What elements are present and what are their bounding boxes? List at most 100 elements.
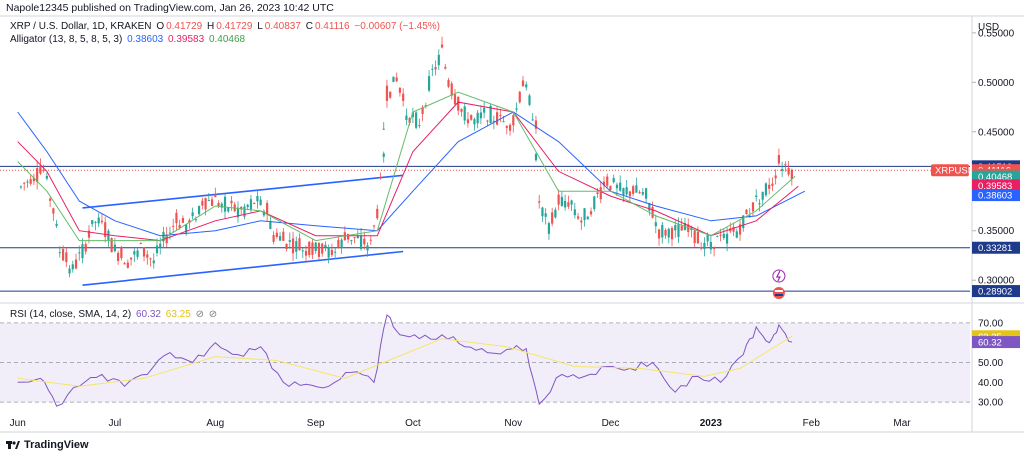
alligator-teeth-value: 0.39583 xyxy=(168,34,205,45)
candle-body xyxy=(418,124,421,126)
price-label: 0.39583 xyxy=(978,181,1012,192)
rsi-legend: RSI (14, close, SMA, 14, 2) 60.32 63.25 … xyxy=(10,309,219,320)
candle-body xyxy=(703,242,706,250)
candle-body xyxy=(622,188,625,195)
time-tick-label: Mar xyxy=(893,418,911,429)
rsi-value: 60.32 xyxy=(135,309,161,320)
eye-off-icon[interactable]: ⊘ xyxy=(195,309,204,320)
tradingview-logo: TradingView xyxy=(6,439,89,451)
candle-body xyxy=(91,220,94,225)
candle-body xyxy=(269,221,272,229)
candle-body xyxy=(350,240,353,242)
candle-body xyxy=(301,250,304,252)
time-tick-label: Aug xyxy=(206,418,224,429)
candle-body xyxy=(272,235,275,242)
candle-body xyxy=(745,209,748,215)
high-label: H xyxy=(207,21,215,32)
candle-body xyxy=(725,233,729,244)
price-label-bg xyxy=(972,285,1020,298)
candle-body xyxy=(181,217,185,223)
candle-body xyxy=(304,250,308,256)
us-flag-stripe xyxy=(774,290,783,292)
candle-body xyxy=(667,228,670,238)
time-tick-label: Feb xyxy=(803,418,821,429)
change-value: −0.00607 (−1.45%) xyxy=(354,21,441,32)
candle-body xyxy=(457,96,460,111)
candle-body xyxy=(570,200,573,205)
candle-body xyxy=(564,200,567,208)
candle-body xyxy=(36,168,39,182)
candle-body xyxy=(382,128,385,130)
rsi-label[interactable]: RSI (14, close, SMA, 14, 2) xyxy=(10,309,132,320)
rsi-line xyxy=(17,314,793,407)
candle-body xyxy=(722,233,725,238)
candle-body xyxy=(450,83,453,96)
candle-body xyxy=(298,238,301,251)
close-label: C xyxy=(305,21,313,32)
candle-body xyxy=(39,165,42,174)
rsi-tick-label: 50.00 xyxy=(978,358,1003,369)
candle-body xyxy=(411,112,414,118)
candle-body xyxy=(282,231,285,241)
rsi-value-label: 60.32 xyxy=(978,338,1002,349)
candle-body xyxy=(376,208,379,219)
candle-body xyxy=(366,245,369,251)
candle-body xyxy=(100,220,104,223)
candle-body xyxy=(573,209,576,216)
candle-body xyxy=(586,216,589,220)
symbol-tag: XRPUSD xyxy=(935,166,975,177)
price-tick-label: 0.55000 xyxy=(978,28,1015,39)
candle-body xyxy=(324,244,327,248)
candle-body xyxy=(259,199,262,206)
candle-body xyxy=(155,245,159,254)
candle-body xyxy=(677,223,680,237)
candle-body xyxy=(528,95,531,105)
candle-body xyxy=(369,239,372,241)
candle-body xyxy=(275,232,278,237)
candle-body xyxy=(453,94,457,105)
symbol-name[interactable]: XRP / U.S. Dollar, 1D, KRAKEN xyxy=(10,21,152,32)
candle-body xyxy=(502,121,505,123)
candle-body xyxy=(389,91,392,98)
candle-body xyxy=(185,224,188,233)
candle-body xyxy=(473,119,476,125)
candle-body xyxy=(347,233,350,240)
candle-body xyxy=(188,220,191,223)
price-label: 0.33281 xyxy=(978,243,1012,254)
candle-body xyxy=(415,112,418,128)
candle-body xyxy=(421,107,424,114)
price-tick-label: 0.45000 xyxy=(978,127,1015,138)
channel-trendline xyxy=(82,174,404,209)
candle-body xyxy=(126,262,129,268)
candle-body xyxy=(402,93,405,101)
candle-body xyxy=(385,85,389,101)
rsi-tick-label: 70.00 xyxy=(978,318,1003,329)
candle-body xyxy=(330,249,334,255)
alligator-jaw-line xyxy=(17,111,806,237)
candle-body xyxy=(713,246,716,249)
candle-body xyxy=(236,207,240,218)
candle-body xyxy=(696,231,700,244)
candle-body xyxy=(444,66,447,69)
candle-body xyxy=(262,211,265,216)
price-label-bg xyxy=(972,179,1020,192)
high-value: 0.41729 xyxy=(216,21,253,32)
candle-body xyxy=(489,105,492,123)
candle-body xyxy=(593,196,596,210)
candle-body xyxy=(758,203,761,205)
candle-body xyxy=(619,182,622,191)
candle-body xyxy=(32,178,36,182)
eye-off-icon-2[interactable]: ⊘ xyxy=(208,309,218,320)
us-flag-stripe xyxy=(774,294,783,296)
candle-body xyxy=(321,243,324,254)
alligator-label[interactable]: Alligator (13, 8, 5, 8, 5, 3) xyxy=(10,34,123,45)
candle-body xyxy=(23,182,26,184)
candle-body xyxy=(194,219,197,221)
rsi-value-bg xyxy=(972,336,1020,349)
rsi-sma-value: 63.25 xyxy=(165,309,191,320)
candle-body xyxy=(207,200,210,202)
candle-body xyxy=(165,234,168,244)
candle-body xyxy=(463,106,466,121)
candle-body xyxy=(327,247,330,258)
